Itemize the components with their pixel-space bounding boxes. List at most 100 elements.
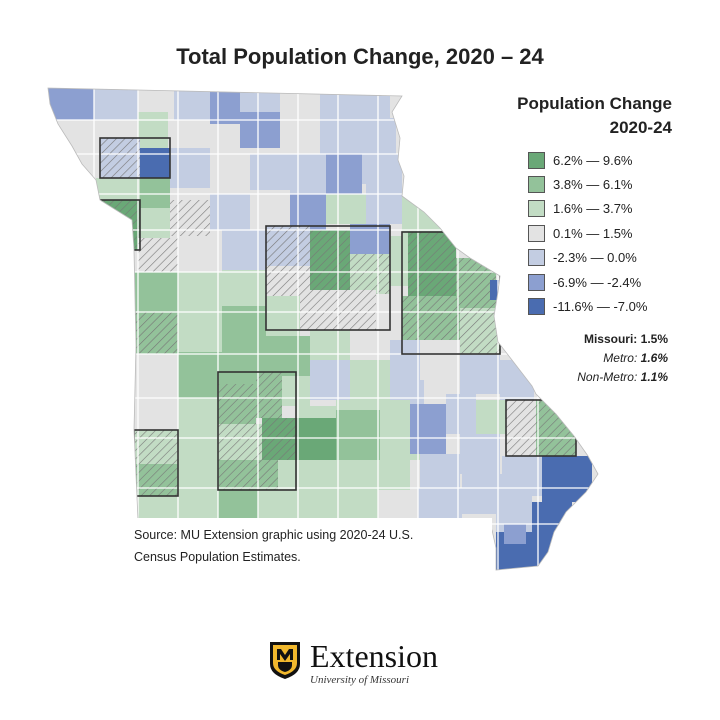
metro-hatch [100,200,140,250]
legend-swatch [528,151,545,169]
legend-label: -2.3% — 0.0% [553,250,637,266]
county [310,360,350,400]
metro-hatch [266,226,310,266]
legend-swatch [528,249,545,267]
source-background [128,518,492,570]
county [174,88,210,120]
metro-hatch [408,232,456,296]
county [170,148,210,188]
county [336,400,380,410]
metro-hatch [134,312,178,354]
legend-swatch [528,200,545,218]
county [178,398,218,438]
legend-label: -11.6% — -7.0% [553,299,648,315]
legend-swatch [528,224,545,242]
county [138,112,168,148]
stat-nonmetro-label: Non-Metro: [577,370,638,384]
county [460,434,500,474]
county [296,406,336,418]
legend-swatch [528,298,545,316]
county [366,184,402,224]
legend-label: 3.8% — 6.1% [553,177,633,193]
legend-swatch [528,273,545,291]
county [140,178,170,208]
source-note: Source: MU Extension graphic using 2020-… [134,524,494,568]
legend-label: 6.2% — 9.6% [553,152,633,168]
county [210,88,240,124]
metro-hatch [134,464,178,496]
legend-item: -2.3% — 0.0% [528,246,672,270]
county [134,398,178,430]
legend-subtitle: 2020-24 [609,118,672,137]
county [446,394,476,434]
county [322,460,366,490]
stat-missouri-value: 1.5% [640,332,668,346]
metro-hatch [256,372,282,418]
county [178,272,222,312]
legend-item: -6.9% — -2.4% [528,270,672,294]
county [280,118,320,154]
county [362,154,402,184]
legend-item: 0.1% — 1.5% [528,221,672,245]
county [502,456,542,496]
county [210,160,250,194]
county [350,88,390,118]
county [420,454,460,488]
county [178,236,222,272]
source-line-1: Source: MU Extension graphic using 2020-… [134,528,414,542]
logo-brand: Extension [310,638,438,674]
map-title: Total Population Change, 2020 – 24 [176,44,544,69]
county [290,154,326,194]
county [326,194,366,224]
county [380,400,410,440]
stat-missouri-label: Missouri: [583,332,638,346]
source-line-2: Census Population Estimates. [134,550,301,564]
metro-hatch [138,238,178,272]
county [134,272,178,312]
statewide-stats: Missouri: 1.5% Metro: 1.6% Non-Metro: 1.… [470,330,668,387]
county [290,194,326,230]
county [222,306,266,346]
legend-label: 1.6% — 3.7% [553,201,633,217]
county [350,360,390,400]
county [278,460,322,490]
stat-missouri: Missouri: 1.5% [470,330,668,349]
county [280,88,320,118]
county [222,230,266,270]
county [390,236,408,286]
county [350,224,390,254]
metro-hatch [100,138,140,178]
stat-metro-label: Metro: [603,351,638,365]
metro-hatch [218,424,262,460]
county [48,88,94,120]
county [460,354,500,394]
legend-item: 1.6% — 3.7% [528,197,672,221]
metro-hatch [310,230,350,290]
metro-hatch [460,308,500,354]
county [210,194,250,230]
county [310,330,350,360]
county [240,112,280,148]
stat-metro: Metro: 1.6% [470,349,668,368]
county [320,118,360,154]
county [94,88,138,120]
county [476,400,506,434]
stat-nonmetro: Non-Metro: 1.1% [470,368,668,387]
legend-item: -11.6% — -7.0% [528,294,672,318]
county [134,354,178,398]
county [174,120,210,152]
county [336,410,380,460]
legend-items: 6.2% — 9.6% 3.8% — 6.1% 1.6% — 3.7% 0.1%… [528,148,672,319]
legend: Population Change 2020-24 6.2% — 9.6% 3.… [460,92,672,319]
mu-shield-icon [270,642,300,679]
county [222,270,266,306]
metro-hatch [506,400,536,456]
metro-hatch [218,460,278,490]
county [390,340,420,380]
county [178,312,222,352]
legend-item: 6.2% — 9.6% [528,148,672,172]
metro-hatch [350,254,390,294]
mu-extension-logo: Extension University of Missouri [268,640,438,688]
county [178,352,222,398]
county [542,456,592,502]
